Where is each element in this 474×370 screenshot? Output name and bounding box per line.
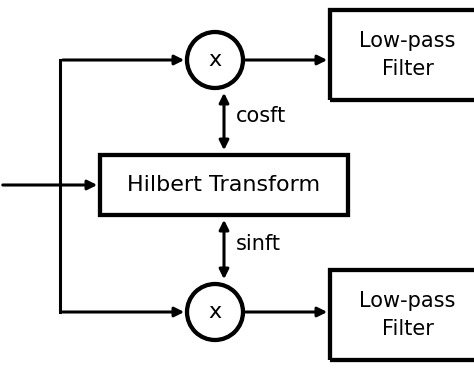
Text: Hilbert Transform: Hilbert Transform (128, 175, 320, 195)
Text: cosft: cosft (236, 107, 286, 127)
Bar (100, 155, 348, 215)
Text: Low-pass
Filter: Low-pass Filter (359, 31, 456, 79)
Text: x: x (209, 50, 221, 70)
Text: Low-pass
Filter: Low-pass Filter (359, 291, 456, 339)
Text: sinft: sinft (236, 235, 281, 255)
Text: x: x (209, 302, 221, 322)
Bar (330, 10, 474, 100)
Bar (330, 270, 474, 360)
